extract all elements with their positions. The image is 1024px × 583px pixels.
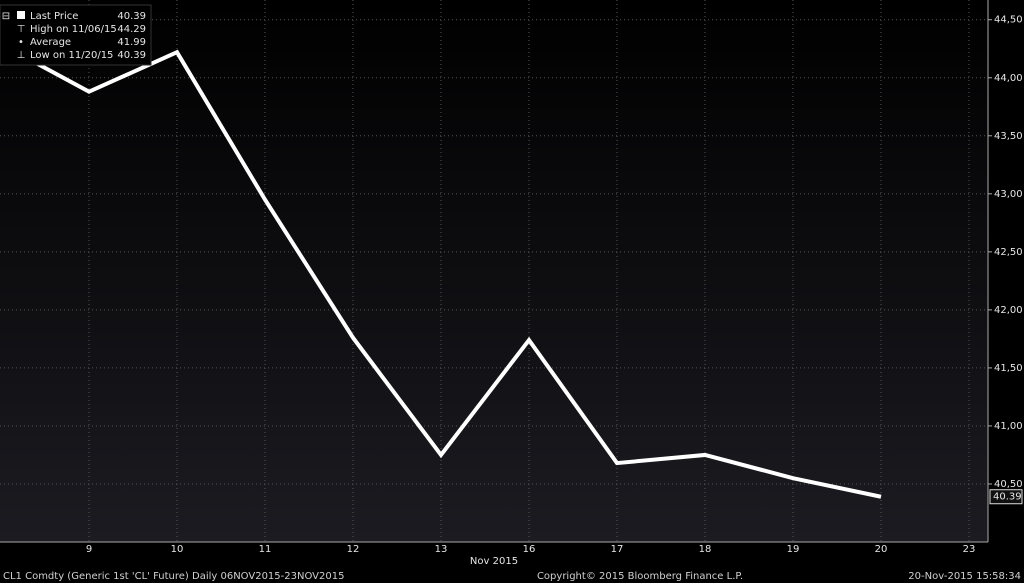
x-axis-label: Nov 2015 bbox=[470, 556, 518, 567]
axis-area bbox=[988, 0, 1024, 560]
x-tick-label: 12 bbox=[347, 544, 360, 555]
axis-area bbox=[0, 542, 988, 560]
legend-swatch bbox=[17, 11, 25, 19]
x-tick-label: 19 bbox=[787, 544, 800, 555]
grid bbox=[0, 0, 992, 542]
x-tick-label: 11 bbox=[259, 544, 272, 555]
legend-label: Low on 11/20/15 bbox=[30, 50, 113, 61]
labels: 40,50 41,00 41,50 42,00 42,50 43,00 43,50 44,00… bbox=[86, 15, 1023, 555]
x-tick-label: 23 bbox=[963, 544, 976, 555]
last-price-box bbox=[989, 489, 1023, 505]
legend-value: 44.29 bbox=[117, 24, 146, 35]
legend-label: Average bbox=[30, 37, 71, 48]
footer-bar bbox=[0, 566, 1024, 583]
legend-icon: ⊟ bbox=[2, 11, 10, 22]
footer-center: Copyright© 2015 Bloomberg Finance L.P. bbox=[537, 571, 743, 582]
legend-label: High on 11/06/15 bbox=[30, 24, 117, 35]
legend-icon: • bbox=[18, 37, 24, 48]
y-tick-label: 42,00 bbox=[994, 305, 1023, 316]
x-tick-label: 18 bbox=[699, 544, 712, 555]
legend-box bbox=[0, 4, 152, 66]
plot-area bbox=[0, 0, 988, 542]
footer-right: 20-Nov-2015 15:58:34 bbox=[908, 571, 1021, 582]
y-tick-label: 43,50 bbox=[994, 131, 1023, 142]
footer-left: CL1 Comdty (Generic 1st 'CL' Future) Dai… bbox=[3, 571, 344, 582]
y-tick-label: 44,50 bbox=[994, 15, 1023, 26]
legend: Last Price 40.39 ⊟ ⊤ High on 11/06/15 44.29 • A… bbox=[0, 4, 152, 66]
x-tick-label: 16 bbox=[523, 544, 536, 555]
x-tick-label: 20 bbox=[875, 544, 888, 555]
y-tick-label: 40,50 bbox=[994, 479, 1023, 490]
legend-label: Last Price bbox=[30, 11, 78, 22]
legend-value: 40.39 bbox=[117, 50, 146, 61]
y-tick-label: 44,00 bbox=[994, 73, 1023, 84]
legend-icon: ⊤ bbox=[17, 24, 26, 35]
x-tick-label: 9 bbox=[86, 544, 92, 555]
y-tick-label: 41,50 bbox=[994, 363, 1023, 374]
x-tick-label: 10 bbox=[171, 544, 184, 555]
y-tick-label: 41,00 bbox=[994, 421, 1023, 432]
x-tick-label: 17 bbox=[611, 544, 624, 555]
legend-value: 41.99 bbox=[117, 37, 146, 48]
legend-value: 40.39 bbox=[117, 11, 146, 22]
y-tick-label: 43,00 bbox=[994, 189, 1023, 200]
y-tick-label: 42,50 bbox=[994, 247, 1023, 258]
x-tick-label: 13 bbox=[435, 544, 448, 555]
legend-icon: ⊥ bbox=[17, 50, 26, 61]
last-price-label: 40.39 bbox=[993, 492, 1022, 503]
